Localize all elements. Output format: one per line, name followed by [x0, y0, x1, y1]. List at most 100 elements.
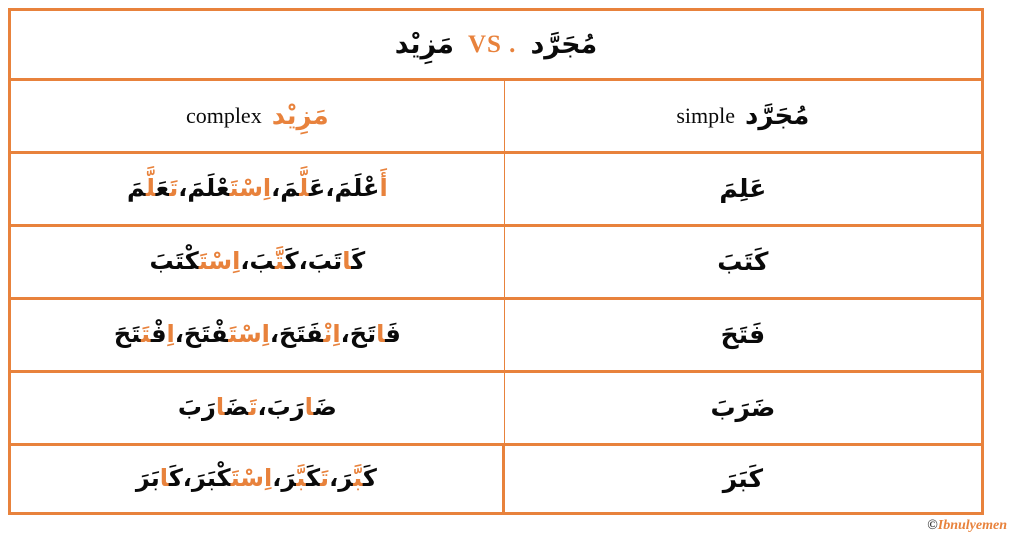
augment-letters: تَ	[248, 393, 258, 422]
word-separator: ،	[298, 247, 308, 276]
complex-forms-cell: كَاتَبَ ، كَتَّبَ ، اِسْتَكْتَبَ	[11, 227, 505, 297]
root-letters: كْبَرَ	[191, 464, 231, 493]
augment-letters: ا	[159, 464, 169, 493]
arabic-verb-word: تَعَلَّمَ	[127, 166, 178, 212]
root-letters: فْ	[150, 320, 167, 349]
arabic-verb-word: فَاتَحَ	[350, 312, 401, 358]
augment-letters: لَّ	[145, 174, 156, 203]
word-separator: ،	[240, 247, 250, 276]
word-separator: ،	[325, 174, 335, 203]
word-separator: ،	[257, 393, 267, 422]
arabic-verb-word: كَتَّبَ	[249, 239, 298, 285]
arabic-verb-word: كَاتَبَ	[308, 239, 365, 285]
root-letters: ضَ	[313, 393, 337, 422]
augment-letters: ا	[342, 247, 352, 276]
complex-forms-cell: كَبَّرَ ، تَكَبَّرَ ، اِسْتَكْبَرَ ، كَا…	[11, 446, 505, 512]
root-letters: فَتَحَ	[279, 320, 324, 349]
augment-letters: أَ	[379, 174, 388, 203]
complex-forms-cell: فَاتَحَ ، اِنْفَتَحَ ، اِسْتَفْتَحَ ، اِ…	[11, 300, 505, 370]
table-row: فَاتَحَ ، اِنْفَتَحَ ، اِسْتَفْتَحَ ، اِ…	[11, 300, 981, 373]
root-letters: رَ	[338, 464, 354, 493]
root-letters: مَ	[127, 174, 146, 203]
augment-letters: تَ	[141, 320, 151, 349]
complex-forms-cell: أَعْلَمَ ، عَلَّمَ ، اِسْتَعْلَمَ ، تَعَ…	[11, 154, 505, 224]
root-letters: فَ	[385, 320, 401, 349]
table-row: أَعْلَمَ ، عَلَّمَ ، اِسْتَعْلَمَ ، تَعَ…	[11, 154, 981, 227]
word-separator: ،	[329, 464, 339, 493]
root-letters: كَ	[168, 464, 183, 493]
arabic-verb-word: أَعْلَمَ	[334, 166, 387, 212]
title-mazid-word: مَزِيْد	[394, 29, 454, 60]
table-row: ضَارَبَ ، تَضَارَبَ ضَرَبَ	[11, 373, 981, 446]
root-letters: بَ	[249, 247, 275, 276]
root-letters: كْتَبَ	[149, 247, 199, 276]
word-separator: ،	[182, 464, 192, 493]
header-complex-english-label: complex	[185, 103, 262, 128]
arabic-verb-word: اِسْتَفْتَحَ	[184, 312, 270, 358]
arabic-verb-word: اِسْتَكْتَبَ	[150, 239, 241, 285]
arabic-verb-word: عَلَّمَ	[280, 166, 325, 212]
arabic-verb-word: اِسْتَكْبَرَ	[192, 456, 272, 502]
augment-letters: اِسْتَ	[230, 464, 273, 493]
arabic-verb-word: تَكَبَّرَ	[281, 456, 329, 502]
root-letters: مَ	[280, 174, 300, 203]
simple-form-cell: ضَرَبَ	[710, 393, 776, 423]
word-separator: ،	[271, 174, 281, 203]
augment-letters: تَ	[320, 464, 330, 493]
augment-letters: تَّ	[274, 247, 285, 276]
copyright-icon: ©	[927, 518, 938, 533]
word-separator: ،	[174, 320, 184, 349]
copyright-credit: ©Ibnulyemen	[927, 518, 1007, 534]
root-letters: فْتَحَ	[183, 320, 229, 349]
augment-letters: ا	[215, 393, 225, 422]
root-letters: رَبَ	[266, 393, 305, 422]
root-letters: كَ	[351, 247, 366, 276]
simple-form-cell: كَتَبَ	[717, 247, 769, 277]
augment-letters: اِنْ	[323, 320, 341, 349]
arabic-verb-word: تَضَارَبَ	[178, 385, 258, 431]
augment-letters: اِ	[166, 320, 175, 349]
augment-letters: ا	[304, 393, 314, 422]
word-separator: ،	[272, 464, 282, 493]
augment-letters: لَّ	[299, 174, 309, 203]
augment-letters: بَّ	[353, 464, 363, 493]
header-simple-cell: simple مُجَرَّد	[505, 81, 981, 151]
arabic-verb-word: ضَارَبَ	[267, 385, 337, 431]
simple-form-cell: كَبَرَ	[722, 464, 763, 494]
arabic-verb-word: اِسْتَعْلَمَ	[187, 166, 271, 212]
root-letters: بَرَ	[135, 464, 160, 493]
word-separator: ،	[340, 320, 350, 349]
header-simple-english-label: simple	[676, 103, 735, 128]
arabic-verb-word: اِنْفَتَحَ	[279, 312, 341, 358]
root-letters: تَبَ	[307, 247, 343, 276]
root-letters: عَ	[308, 174, 326, 203]
augment-letters: بَّ	[296, 464, 307, 493]
arabic-verb-word: كَبَّرَ	[338, 456, 377, 502]
verb-forms-table: مَزِيْد VS . مُجَرَّد complex مَزِيْد si…	[8, 8, 984, 515]
simple-form-cell: فَتَحَ	[720, 320, 766, 350]
root-letters: عْلَمَ	[187, 174, 230, 203]
root-letters: عْلَمَ	[334, 174, 380, 203]
complex-forms-cell: ضَارَبَ ، تَضَارَبَ	[11, 373, 505, 443]
root-letters: كَ	[284, 247, 299, 276]
root-letters: رَبَ	[177, 393, 216, 422]
word-separator: ،	[269, 320, 280, 349]
header-simple-arabic-label: مُجَرَّد	[745, 101, 810, 131]
root-letters: ضَ	[224, 393, 249, 422]
title-mujarrad-word: مُجَرَّد	[530, 29, 598, 60]
root-letters: كَ	[306, 464, 321, 493]
arabic-verb-word: اِفْتَتَحَ	[114, 312, 175, 358]
arabic-verb-word: كَابَرَ	[136, 456, 183, 502]
root-letters: رَ	[281, 464, 297, 493]
augment-letters: اِسْتَ	[198, 247, 241, 276]
header-complex-arabic-label: مَزِيْد	[271, 101, 329, 131]
table-title-row: مَزِيْد VS . مُجَرَّد	[11, 11, 981, 81]
root-letters: كَ	[362, 464, 377, 493]
augment-letters: اِسْتَ	[229, 174, 272, 203]
table-row: كَاتَبَ ، كَتَّبَ ، اِسْتَكْتَبَ كَتَبَ	[11, 227, 981, 300]
copyright-name: Ibnulyemen	[937, 518, 1007, 533]
simple-form-cell: عَلِمَ	[719, 174, 767, 204]
root-letters: عَ	[155, 174, 170, 203]
root-letters: تَحَ	[113, 320, 142, 349]
root-letters: تَحَ	[349, 320, 377, 349]
